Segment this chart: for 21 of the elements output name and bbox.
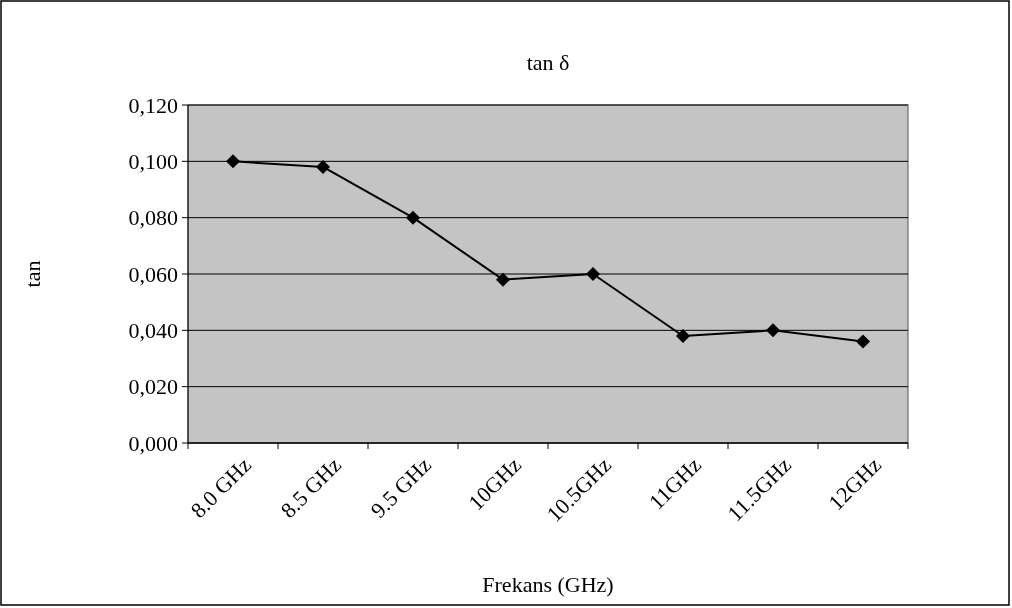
x-tick-label: 8.0 GHz <box>185 452 257 523</box>
y-tick-label: 0,040 <box>128 318 178 344</box>
point <box>766 323 780 338</box>
y-tick-label: 0,060 <box>128 261 178 287</box>
y-tick-label: 0,080 <box>128 205 178 231</box>
point <box>226 154 240 169</box>
y-tick-label: 0,000 <box>128 430 178 456</box>
point <box>856 334 870 349</box>
y-tick-label: 0,100 <box>128 149 178 175</box>
y-tick-label: 0,120 <box>128 92 178 118</box>
y-tick-label: 0,020 <box>128 374 178 400</box>
point <box>496 272 510 287</box>
x-tick-label: 8.5 GHz <box>275 452 347 523</box>
chart-title: tan δ <box>526 50 570 75</box>
x-tick-label: 9.5 GHz <box>365 452 437 523</box>
point <box>316 159 330 174</box>
x-axis-title: Frekans (GHz) <box>482 572 614 597</box>
y-axis-title: tan <box>20 260 45 288</box>
point <box>586 267 600 281</box>
point <box>676 328 690 343</box>
point <box>406 210 420 225</box>
